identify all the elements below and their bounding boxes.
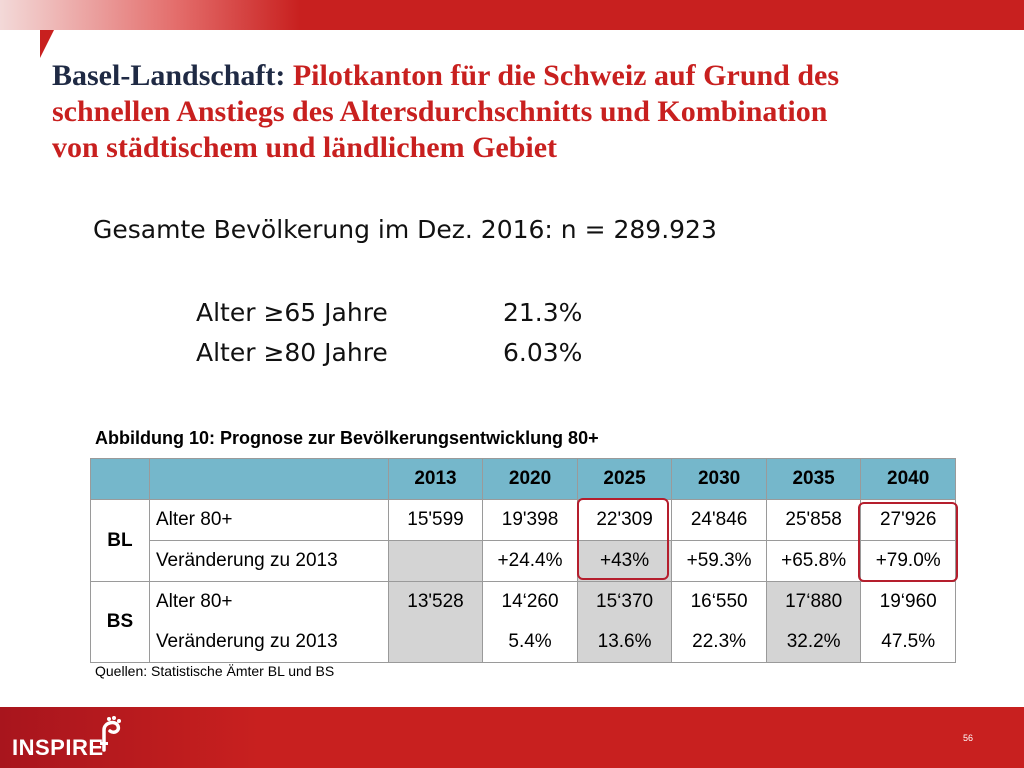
title-lead: Basel-Landschaft: <box>52 59 286 92</box>
highlight-2025 <box>577 498 669 580</box>
table-cell: 15‘370 <box>576 581 673 622</box>
header-year: 2013 <box>387 458 484 500</box>
table-cell: +24.4% <box>482 540 578 582</box>
table-cell: 25'858 <box>765 499 862 541</box>
source-note: Quellen: Statistische Ämter BL und BS <box>95 663 335 679</box>
header-year: 2025 <box>576 458 673 500</box>
header-empty <box>148 458 389 500</box>
table-row: Veränderung zu 2013 5.4% 13.6% 22.3% 32.… <box>91 622 956 663</box>
top-bar <box>0 0 1024 30</box>
footer-bar <box>0 707 1024 768</box>
table-cell: 32.2% <box>765 622 862 663</box>
inspire-logo-text: INSPIRE <box>12 735 104 760</box>
region-label-bs: BS <box>90 581 150 663</box>
row-label: Veränderung zu 2013 <box>148 622 389 663</box>
title-rest: Pilotkanton für die Schweiz auf Grund de… <box>52 59 840 164</box>
stat-value: 21.3% <box>503 298 583 327</box>
table-row: Veränderung zu 2013 +24.4% +43% +59.3% +… <box>91 540 956 582</box>
table-row: BS Alter 80+ 13'528 14‘260 15‘370 16‘550… <box>90 581 956 663</box>
region-label-bl: BL <box>90 499 150 582</box>
table-cell: 5.4% <box>482 622 578 663</box>
stat-label: Alter ≥65 Jahre <box>196 298 388 327</box>
header-year: 2020 <box>482 458 578 500</box>
inspire-crozier-icon <box>100 716 121 752</box>
population-forecast-table: 2013 2020 2025 2030 2035 2040 BL Alter 8… <box>90 458 956 663</box>
table-cell: 19‘960 <box>860 581 956 622</box>
table-cell: +59.3% <box>671 540 767 582</box>
table-cell: +79.0% <box>860 540 956 582</box>
stat-value: 6.03% <box>503 338 583 367</box>
population-total: Gesamte Bevölkerung im Dez. 2016: n = 28… <box>93 215 717 244</box>
row-label: Alter 80+ <box>148 581 389 622</box>
page-number: 56 <box>963 733 974 743</box>
header-year: 2035 <box>765 458 862 500</box>
table-cell: 24'846 <box>671 499 767 541</box>
figure-caption: Abbildung 10: Prognose zur Bevölkerungse… <box>95 428 599 448</box>
stat-row-80: Alter ≥80 Jahre 6.03% <box>196 338 582 367</box>
table-cell: 14‘260 <box>482 581 578 622</box>
header-empty <box>90 458 150 500</box>
table-cell: 47.5% <box>860 622 956 663</box>
table-cell <box>387 622 484 663</box>
table-cell: 19'398 <box>482 499 578 541</box>
table-header-row: 2013 2020 2025 2030 2035 2040 <box>90 458 956 500</box>
stat-label: Alter ≥80 Jahre <box>196 338 388 367</box>
table-cell: +65.8% <box>765 540 862 582</box>
row-label: Veränderung zu 2013 <box>148 540 389 582</box>
table-cell: 16‘550 <box>671 581 767 622</box>
table-cell: 27'926 <box>860 499 956 541</box>
table-cell: 17‘880 <box>765 581 862 622</box>
header-year: 2030 <box>671 458 767 500</box>
stat-row-65: Alter ≥65 Jahre 21.3% <box>196 298 582 327</box>
top-bar-tab <box>40 30 54 58</box>
slide-title: Basel-Landschaft: Pilotkanton für die Sc… <box>52 58 872 166</box>
header-year: 2040 <box>860 458 956 500</box>
table-cell: 13.6% <box>576 622 673 663</box>
table-cell <box>387 540 484 582</box>
table-cell: 15'599 <box>387 499 484 541</box>
table-cell: 13'528 <box>387 581 484 622</box>
table-row: BL Alter 80+ 15'599 19'398 22'309 24'846… <box>90 499 956 582</box>
highlight-2040 <box>858 502 958 582</box>
table-cell: 22'309 <box>576 499 673 541</box>
row-label: Alter 80+ <box>148 499 389 541</box>
table-cell: 22.3% <box>671 622 767 663</box>
